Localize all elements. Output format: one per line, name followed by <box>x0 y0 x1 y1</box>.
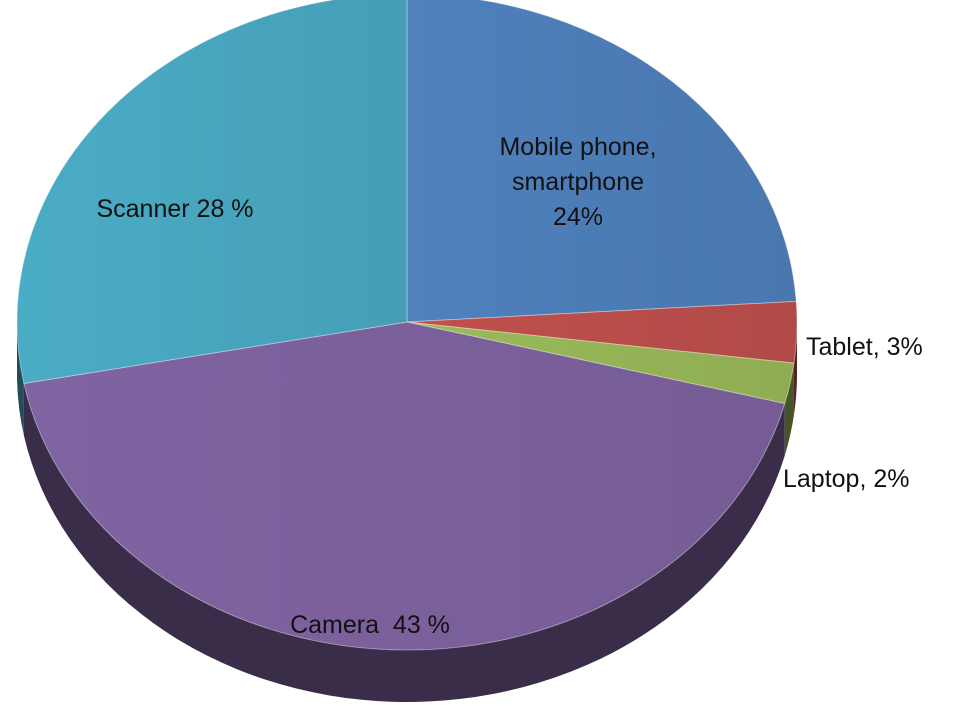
pie-side <box>23 383 785 702</box>
slice-label: Scanner 28 % <box>96 195 254 223</box>
pie-side <box>793 322 797 416</box>
pie-slice <box>23 321 786 651</box>
slice-label: Laptop, 2% <box>783 465 910 493</box>
pie-slice <box>406 321 795 405</box>
pie-side <box>784 363 794 456</box>
slice-label: Mobile phone, smartphone 24% <box>499 133 657 231</box>
pie-slice <box>406 0 797 323</box>
pie-side <box>17 322 24 436</box>
slice-label: Tablet, 3% <box>806 333 923 361</box>
slice-label: Camera 43 % <box>290 611 450 639</box>
pie-slice <box>16 0 408 385</box>
pie-slice <box>406 300 798 364</box>
